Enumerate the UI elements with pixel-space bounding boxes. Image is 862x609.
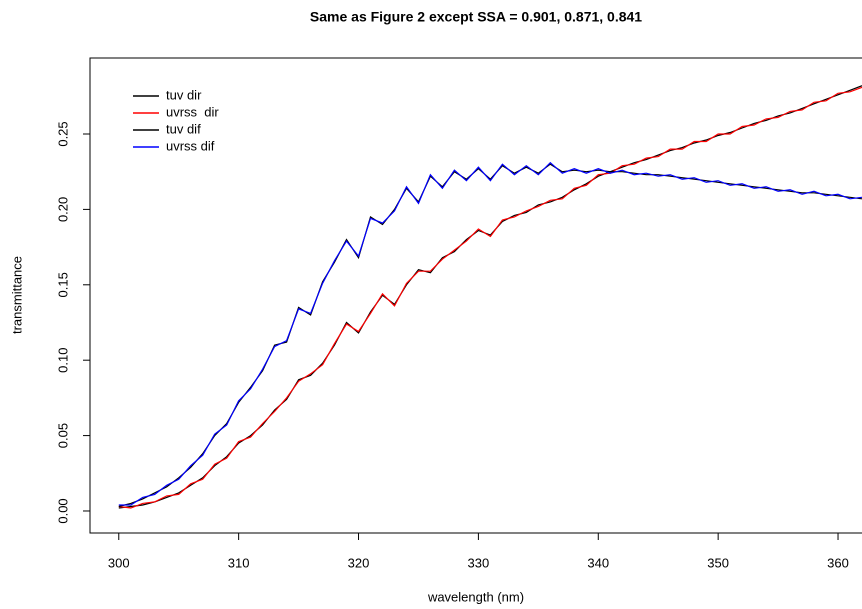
x-tick-label: 360 [827,555,849,570]
series-line [118,161,862,506]
y-tick-label: 0.10 [55,348,70,373]
y-axis-label: transmittance [9,256,24,334]
x-tick-label: 340 [587,555,609,570]
x-tick-label: 330 [468,555,490,570]
x-tick-label: 310 [228,555,250,570]
legend-label: uvrss dir [166,104,219,119]
chart-title: Same as Figure 2 except SSA = 0.901, 0.8… [310,9,642,25]
y-tick-label: 0.25 [55,121,70,146]
x-tick-label: 350 [707,555,729,570]
plot-area [118,85,862,509]
x-tick-label: 300 [108,555,130,570]
x-tick-label: 320 [348,555,370,570]
y-tick-label: 0.15 [55,272,70,297]
legend-label: tuv dif [166,121,201,136]
series-line [118,86,862,509]
series-line [118,85,862,509]
x-axis-label: wavelength (nm) [427,589,524,604]
plot-frame [89,57,862,534]
y-tick-label: 0.05 [55,423,70,448]
y-tick-label: 0.20 [55,197,70,222]
legend-label: uvrss dif [166,138,215,153]
y-tick-label: 0.00 [55,498,70,523]
legend-label: tuv dir [166,87,202,102]
series-line [118,163,862,508]
